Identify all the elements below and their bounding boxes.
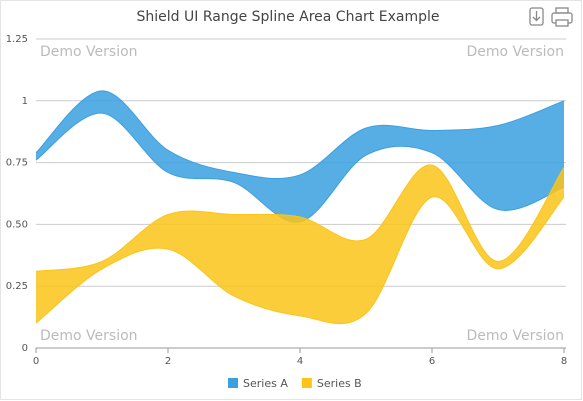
y-tick-label: 0.50: [6, 219, 28, 230]
print-icon-top[interactable]: [555, 7, 569, 14]
print-icon[interactable]: [551, 7, 573, 27]
y-tick-label: 1.25: [6, 34, 28, 45]
legend-swatch: [228, 378, 238, 388]
x-tick-label: 0: [33, 356, 39, 367]
watermark: Demo Version: [466, 44, 564, 60]
y-tick-label: 0.75: [6, 158, 28, 169]
y-tick-label: 1: [22, 96, 28, 107]
watermark: Demo Version: [40, 44, 138, 60]
chart-title: Shield UI Range Spline Area Chart Exampl…: [137, 9, 440, 25]
export-icon[interactable]: [529, 7, 544, 26]
y-tick-label: 0.25: [6, 281, 28, 292]
range-low-line: [35, 196, 565, 325]
print-icon-paper[interactable]: [555, 19, 569, 27]
export-icon-arrow[interactable]: [532, 11, 541, 22]
x-tick-label: 2: [165, 356, 171, 367]
watermark: Demo Version: [466, 328, 564, 344]
range-high-line: [35, 90, 565, 180]
y-tick-label: 0: [22, 343, 28, 354]
range-high-line: [35, 164, 565, 272]
range-area: [36, 90, 564, 223]
watermark: Demo Version: [40, 328, 138, 344]
legend-swatch: [301, 378, 312, 388]
export-icon-body[interactable]: [529, 7, 544, 26]
x-tick-label: 6: [429, 356, 435, 367]
legend-label: Series B: [317, 377, 362, 390]
x-tick-label: 4: [297, 356, 303, 367]
x-tick-label: 8: [561, 356, 567, 367]
range-area: [36, 164, 564, 324]
legend-label: Series A: [243, 377, 288, 390]
